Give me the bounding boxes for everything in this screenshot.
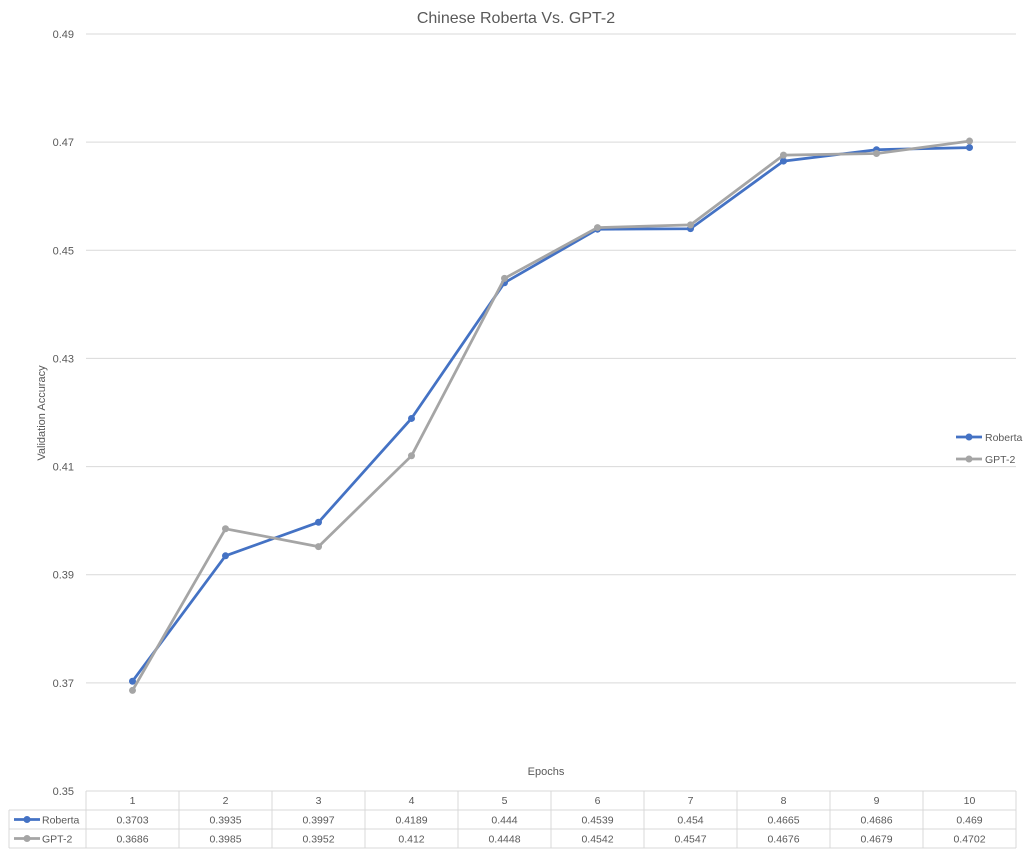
table-cell: 0.4542 [581, 834, 613, 846]
x-tick-label: 4 [409, 795, 415, 807]
table-cell: 0.3686 [116, 834, 148, 846]
legend-label: GPT-2 [985, 454, 1016, 466]
y-tick-label: 0.45 [53, 245, 74, 257]
x-tick-label: 2 [223, 795, 229, 807]
y-tick-label: 0.47 [53, 137, 74, 149]
y-tick-label: 0.35 [53, 786, 74, 798]
data-point [222, 552, 229, 560]
table-cell: 0.4686 [860, 815, 892, 827]
data-point [780, 157, 787, 165]
x-tick-label: 9 [874, 795, 880, 807]
gridlines [86, 33, 1016, 684]
table-cell: 0.412 [398, 834, 424, 846]
data-point [129, 686, 136, 694]
table-cell: 0.3997 [302, 815, 334, 827]
chart-title: Chinese Roberta Vs. GPT-2 [417, 10, 615, 27]
x-tick-label: 7 [688, 795, 694, 807]
data-point [873, 149, 880, 157]
table-cell: 0.4448 [488, 834, 520, 846]
table-cell: 0.3935 [209, 815, 241, 827]
table-cell: 0.4189 [395, 815, 427, 827]
table-cell: 0.4702 [953, 834, 985, 846]
data-point [966, 144, 973, 152]
y-axis-title: Validation Accuracy [36, 365, 48, 461]
table-row-label: Roberta [42, 815, 80, 827]
series-line [131, 146, 970, 683]
series-roberta [129, 144, 973, 685]
x-tick-label: 8 [781, 795, 787, 807]
data-point [315, 543, 322, 551]
data-point [408, 452, 415, 460]
data-table: 1 2 3 4 5 6 7 8 9 10 Roberta 0.3703 0.3935 0.3997 0.41… [8, 790, 1017, 849]
table-cell: 0.3952 [302, 834, 334, 846]
table-cell: 0.3703 [116, 815, 148, 827]
x-tick-label: 3 [316, 795, 322, 807]
series-layer [129, 137, 973, 694]
data-point [315, 518, 322, 526]
y-tick-label: 0.49 [53, 29, 74, 41]
legend: Roberta GPT-2 [956, 432, 1023, 466]
table-cell: 0.4679 [860, 834, 892, 846]
x-tick-label: 10 [964, 795, 976, 807]
table-cell: 0.4665 [767, 815, 799, 827]
y-tick-label: 0.39 [53, 570, 74, 582]
table-row-label: GPT-2 [42, 834, 73, 846]
data-point [129, 677, 136, 685]
table-cell: 0.4539 [581, 815, 613, 827]
legend-swatch-marker [965, 455, 973, 463]
table-row: Roberta 0.3703 0.3935 0.3997 0.4189 0.444 0.45… [14, 815, 983, 827]
table-cell: 0.4547 [674, 834, 706, 846]
data-point [687, 221, 694, 229]
table-row: GPT-2 0.3686 0.3985 0.3952 0.412 0.4448 0.4542… [14, 834, 986, 846]
data-point [966, 137, 973, 145]
y-tick-label: 0.43 [53, 353, 74, 365]
data-point [501, 274, 508, 282]
legend-swatch-marker [965, 433, 973, 441]
table-cell: 0.454 [677, 815, 703, 827]
y-axis-tick-labels: 0.35 0.37 0.39 0.41 0.43 0.45 0.47 0.49 [53, 29, 74, 798]
table-legend-marker [23, 835, 31, 842]
table-cell: 0.469 [956, 815, 982, 827]
legend-item: GPT-2 [956, 454, 1016, 466]
data-point [408, 414, 415, 422]
table-cell: 0.444 [491, 815, 517, 827]
data-point [594, 224, 601, 232]
table-cell: 0.3985 [209, 834, 241, 846]
data-point [780, 151, 787, 159]
table-legend-marker [23, 816, 31, 823]
table-cell: 0.4676 [767, 834, 799, 846]
x-axis-title: Epochs [528, 766, 565, 778]
series-gpt-2 [129, 137, 973, 694]
x-tick-label: 1 [130, 795, 136, 807]
x-tick-label: 5 [502, 795, 508, 807]
legend-item: Roberta [956, 432, 1023, 444]
y-tick-label: 0.41 [53, 462, 74, 474]
x-tick-label: 6 [595, 795, 601, 807]
y-tick-label: 0.37 [53, 678, 74, 690]
data-point [222, 525, 229, 533]
legend-label: Roberta [985, 432, 1023, 444]
series-line [131, 139, 970, 692]
